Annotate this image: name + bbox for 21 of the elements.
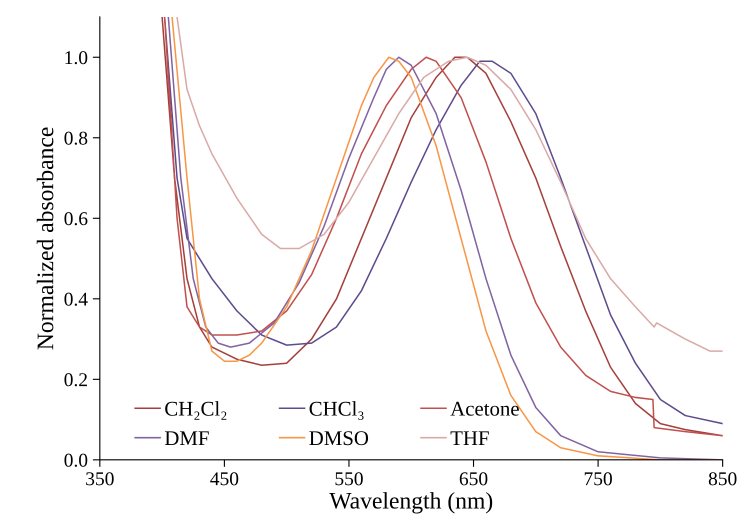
y-tick-label: 0.8 [64, 132, 88, 145]
x-axis-title: Wavelength (nm) [329, 492, 492, 514]
legend-label: Acetone [450, 402, 519, 416]
x-tick-label: 450 [210, 472, 238, 486]
x-tick-label: 350 [86, 472, 114, 486]
legend-label: CHCl₃ [310, 401, 364, 420]
y-axis-title: Normalized absorbance [36, 127, 54, 350]
x-tick-label: 650 [460, 472, 488, 486]
legend-label: DMF [164, 431, 209, 446]
legend-label: THF [450, 431, 489, 445]
line-series [176, 16, 723, 352]
legend-label: DMSO [309, 431, 368, 446]
y-tick-label: 0.0 [64, 454, 88, 467]
y-tick-label: 1.0 [65, 51, 88, 64]
x-tick-label: 750 [584, 472, 612, 486]
y-tick-label: 0.4 [64, 292, 88, 306]
x-tick-label: 850 [708, 472, 736, 486]
y-tick-label: 0.6 [64, 212, 88, 226]
legend-label: CH₂Cl₂ [165, 401, 226, 420]
x-tick-label: 550 [336, 472, 363, 486]
y-tick-label: 0.2 [64, 373, 87, 386]
